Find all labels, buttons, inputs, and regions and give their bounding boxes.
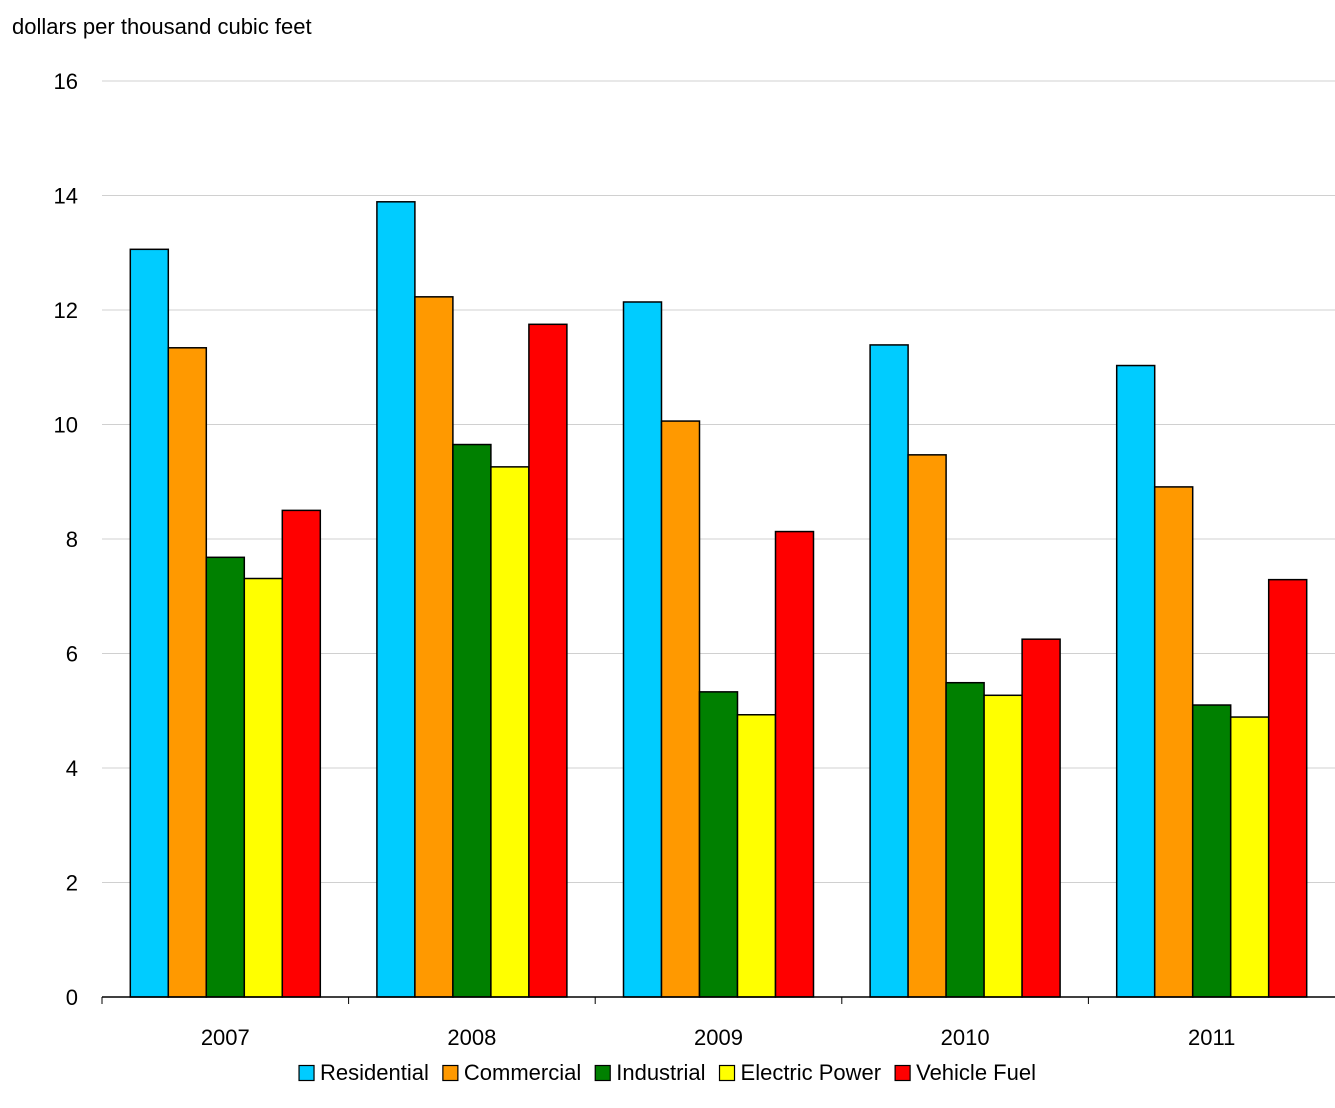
x-axis-tick-labels: 2007 2008 2009 2010 2011	[201, 1025, 1236, 1050]
legend-label-vehicle-fuel: Vehicle Fuel	[916, 1060, 1036, 1085]
y-tick-label: 2	[66, 871, 78, 896]
bar-electric-power-2008	[490, 466, 530, 998]
y-axis-ticks: 0 2 4 6 8 10 12 14 16	[54, 69, 78, 1010]
bar-residential-2010	[869, 344, 909, 998]
legend-swatch-electric-power	[718, 1064, 736, 1082]
bar-industrial-2008	[452, 443, 492, 998]
bar-industrial-2011	[1191, 704, 1232, 998]
bar-industrial-2009	[698, 691, 739, 998]
legend-label-industrial: Industrial	[616, 1060, 705, 1085]
bar-industrial-2010	[945, 681, 985, 998]
y-tick-label: 16	[54, 69, 78, 94]
bar-residential-2008	[376, 201, 416, 998]
bar-electric-power-2009	[736, 714, 777, 998]
bar-commercial-2011	[1153, 486, 1194, 998]
bar-commercial-2008	[414, 296, 454, 998]
y-tick-label: 10	[54, 413, 78, 438]
y-tick-label: 4	[66, 756, 78, 781]
x-tick-label: 2011	[1188, 1025, 1235, 1050]
legend-label-residential: Residential	[320, 1060, 429, 1085]
y-tick-label: 6	[66, 642, 78, 667]
legend-swatch-vehicle-fuel	[894, 1064, 911, 1082]
legend-swatch-residential	[298, 1064, 315, 1082]
x-tick-label: 2007	[201, 1025, 250, 1050]
bar-commercial-2007	[167, 347, 208, 998]
bar-electric-power-2007	[243, 577, 284, 998]
bars	[129, 201, 1308, 998]
bar-commercial-2009	[660, 420, 701, 998]
bar-vehicle-fuel-2008	[528, 323, 568, 998]
bar-vehicle-fuel-2009	[774, 530, 815, 998]
bar-residential-2009	[622, 301, 663, 998]
y-axis-unit-label: dollars per thousand cubic feet	[12, 14, 312, 39]
y-tick-label: 0	[66, 985, 78, 1010]
bar-residential-2007	[129, 248, 170, 998]
legend-swatch-industrial	[594, 1064, 611, 1082]
legend: Residential Commercial Industrial Electric …	[298, 1060, 1036, 1085]
bar-vehicle-fuel-2010	[1021, 638, 1061, 998]
legend-label-electric-power: Electric Power	[741, 1060, 882, 1085]
y-tick-label: 14	[54, 184, 78, 209]
x-tick-label: 2010	[941, 1025, 990, 1050]
bar-residential-2011	[1115, 364, 1156, 998]
legend-label-commercial: Commercial	[464, 1060, 581, 1085]
bar-commercial-2010	[907, 454, 947, 998]
bar-electric-power-2010	[983, 694, 1023, 998]
y-tick-label: 12	[54, 298, 78, 323]
x-axis	[101, 996, 1335, 1004]
bar-vehicle-fuel-2011	[1267, 578, 1308, 998]
legend-swatch-commercial	[442, 1064, 459, 1082]
x-tick-label: 2009	[694, 1025, 743, 1050]
y-tick-label: 8	[66, 527, 78, 552]
x-tick-label: 2008	[447, 1025, 496, 1050]
bar-electric-power-2011	[1229, 716, 1270, 998]
bar-industrial-2007	[205, 556, 246, 998]
bar-vehicle-fuel-2007	[281, 509, 322, 998]
